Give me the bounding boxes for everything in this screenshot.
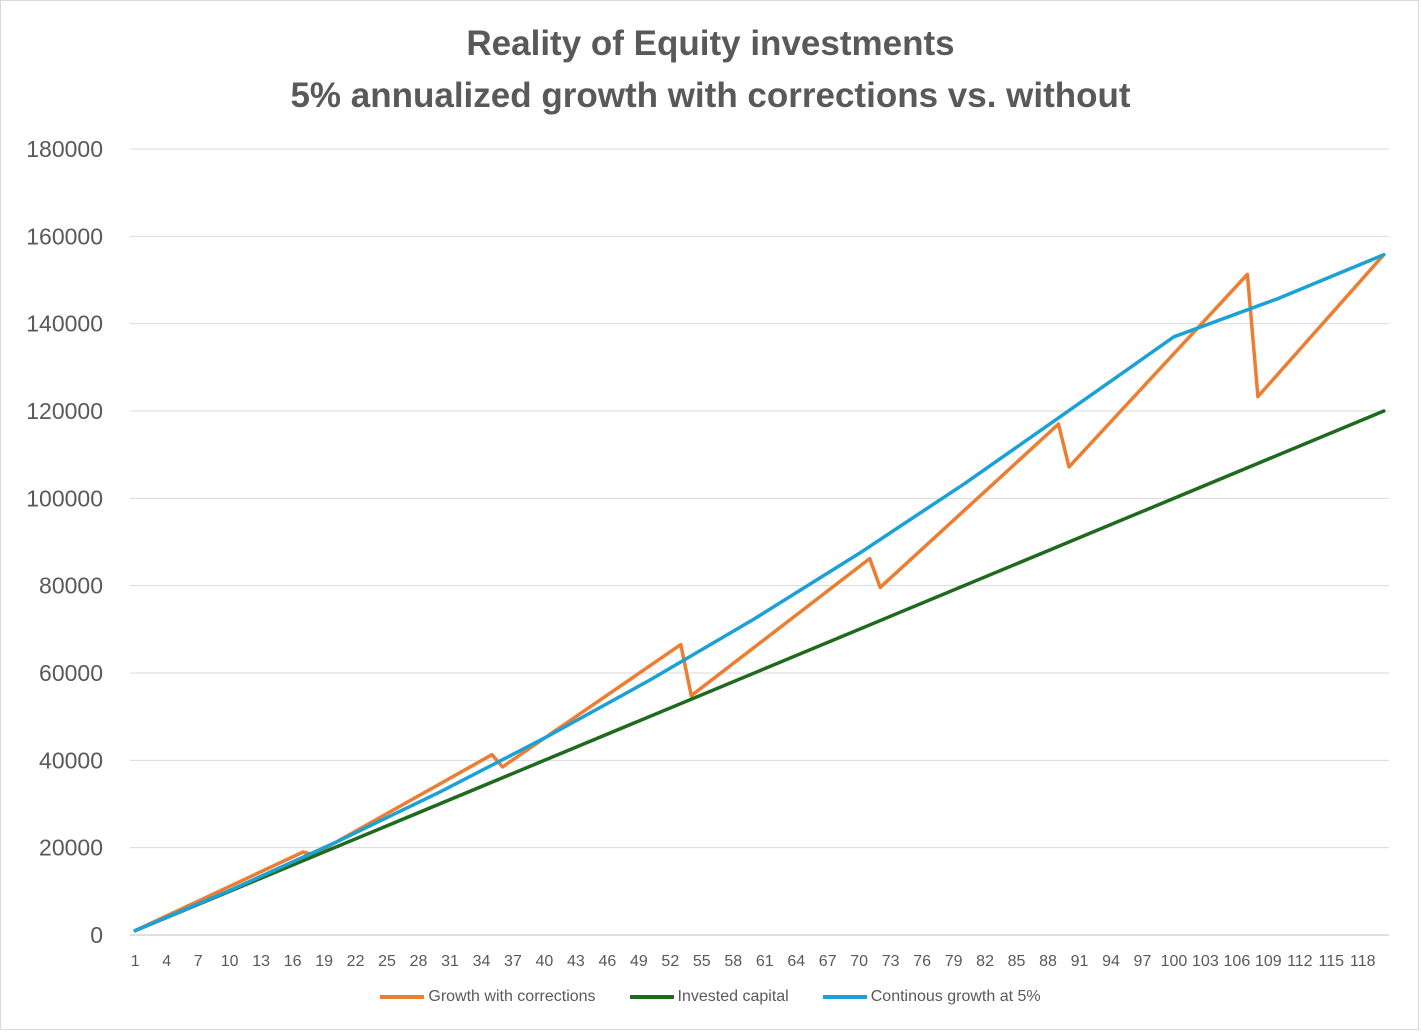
x-tick-label: 64 [787,953,805,970]
x-tick-label: 49 [630,953,648,970]
x-tick-label: 88 [1039,953,1057,970]
x-tick-label: 79 [945,953,963,970]
x-tick-label: 13 [252,953,270,970]
x-tick-label: 103 [1192,953,1219,970]
x-tick-label: 76 [913,953,931,970]
x-tick-label: 61 [756,953,774,970]
x-tick-label: 40 [536,953,554,970]
y-tick-label: 40000 [39,747,103,773]
y-tick-label: 0 [90,922,103,948]
x-tick-label: 85 [1008,953,1026,970]
x-tick-label: 106 [1224,953,1251,970]
x-tick-label: 46 [598,953,616,970]
y-axis-tick-labels: 0 20000 40000 60000 80000 100000 120000 140000 1… [26,136,103,948]
x-tick-label: 118 [1350,953,1376,970]
x-tick-label: 7 [194,953,203,970]
legend-item-1: Invested capital [629,988,789,1006]
y-tick-label: 180000 [26,136,103,162]
legend-swatch [822,995,867,999]
legend-label: Growth with corrections [428,988,596,1005]
series-line-1 [133,409,1386,933]
x-tick-label: 100 [1161,953,1188,970]
x-tick-label: 10 [221,953,239,970]
x-tick-label: 58 [724,953,742,970]
y-tick-label: 120000 [26,398,103,424]
legend-swatch [629,995,674,999]
y-tick-label: 80000 [39,573,103,599]
y-tick-label: 20000 [39,835,103,861]
y-tick-label: 140000 [26,311,103,337]
x-tick-label: 28 [410,953,428,970]
x-tick-label: 109 [1255,953,1282,970]
chart-title: Reality of Equity investments 5% annuali… [0,18,1421,122]
series-lines [133,252,1386,933]
gridlines [130,148,1389,936]
x-tick-label: 115 [1319,953,1345,970]
x-tick-label: 16 [284,953,302,970]
x-tick-label: 73 [882,953,900,970]
x-tick-label: 37 [504,953,522,970]
x-tick-label: 25 [378,953,396,970]
y-tick-label: 60000 [39,660,103,686]
chart-title-line-1: Reality of Equity investments [466,24,955,63]
x-axis-tick-labels: 1 4 7 10 13 16 19 22 25 28 31 34 37 40 43 46 49 52 55 58 61 6… [131,953,1376,970]
x-tick-label: 4 [162,953,171,970]
y-tick-label: 160000 [26,223,103,249]
x-tick-label: 31 [441,953,459,970]
x-tick-label: 1 [131,953,140,970]
x-tick-label: 43 [567,953,585,970]
chart-title-line-2: 5% annualized growth with corrections vs… [290,76,1131,115]
x-tick-label: 52 [661,953,679,970]
x-tick-label: 97 [1134,953,1152,970]
x-tick-label: 112 [1287,953,1313,970]
y-tick-label: 100000 [26,485,103,511]
x-tick-label: 70 [850,953,868,970]
x-tick-label: 22 [347,953,365,970]
legend-item-0: Growth with corrections [380,988,596,1006]
legend: Growth with corrections Invested capital C… [0,988,1421,1006]
x-tick-label: 94 [1102,953,1120,970]
x-tick-label: 55 [693,953,711,970]
legend-label: Continous growth at 5% [870,988,1041,1005]
x-tick-label: 91 [1071,953,1089,970]
legend-label: Invested capital [677,988,789,1005]
x-tick-label: 19 [315,953,333,970]
legend-swatch [380,995,425,999]
legend-item-2: Continous growth at 5% [822,988,1041,1006]
x-tick-label: 67 [819,953,837,970]
x-tick-label: 82 [976,953,994,970]
series-line-2 [133,252,1386,933]
series-line-0 [133,252,1386,933]
x-tick-label: 34 [473,953,491,970]
